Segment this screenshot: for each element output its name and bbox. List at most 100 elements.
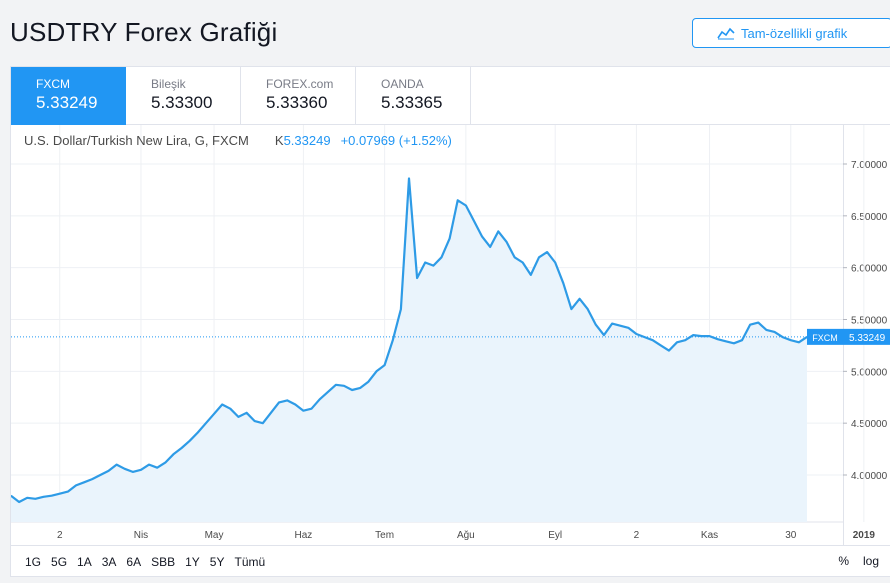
x-tick-label: May: [205, 530, 224, 541]
data-point: [294, 403, 296, 406]
x-tick-label: 2019: [853, 530, 876, 541]
data-point: [708, 335, 711, 337]
x-tick-label: 30: [785, 530, 797, 541]
range-6a[interactable]: 6A: [126, 555, 142, 569]
full-chart-label: Tam-özellikli grafik: [741, 25, 848, 41]
data-point: [562, 282, 564, 284]
data-point: [749, 324, 751, 326]
x-tick-label: 2: [634, 530, 640, 541]
data-point: [416, 277, 418, 279]
tab-bilesik[interactable]: Bileşik 5.33300: [126, 67, 241, 125]
y-tick-label: 4.00000: [851, 471, 888, 482]
y-tick-label: 7.00000: [851, 160, 888, 171]
data-point: [26, 497, 28, 499]
data-point: [635, 333, 638, 335]
data-point: [310, 408, 313, 410]
data-point: [627, 327, 629, 329]
x-tick-label: Haz: [295, 530, 313, 541]
data-point: [140, 469, 142, 471]
tab-oanda[interactable]: OANDA 5.33365: [356, 67, 471, 125]
range-3a[interactable]: 3A: [101, 555, 117, 569]
data-point: [522, 261, 524, 264]
price-chart[interactable]: 7.00000 6.50000 6.00000 5.50000 5.00000 4.500…: [11, 67, 890, 545]
data-point: [75, 484, 77, 486]
data-point: [116, 464, 118, 466]
data-point: [570, 308, 573, 310]
y-tick-label: 5.00000: [851, 367, 888, 378]
data-point: [11, 495, 12, 497]
data-point: [197, 431, 199, 434]
data-point: [546, 251, 548, 253]
data-point: [229, 408, 231, 410]
x-tick-label: Eyl: [548, 530, 562, 541]
tab-value: 5.33300: [151, 93, 213, 112]
chart-widget: FXCM 5.33249 Bileşik 5.33300 FOREX.com 5…: [10, 66, 890, 577]
y-tick-label: 5.50000: [851, 316, 888, 327]
data-point: [717, 338, 719, 340]
data-point: [91, 478, 93, 480]
percent-scale-toggle[interactable]: %: [838, 554, 849, 568]
data-point: [237, 416, 239, 418]
data-point: [449, 238, 451, 240]
price-tag-value: 5.33249: [849, 333, 886, 344]
data-point: [343, 385, 345, 387]
data-point: [172, 453, 174, 455]
data-point: [765, 329, 768, 331]
tab-value: 5.33249: [36, 93, 98, 112]
tab-forex-com[interactable]: FOREX.com 5.33360: [241, 67, 356, 125]
x-tick-label: Kas: [701, 530, 718, 541]
data-point: [473, 220, 475, 222]
data-point: [595, 324, 597, 326]
range-1g[interactable]: 1G: [25, 555, 42, 569]
data-point: [270, 412, 272, 414]
data-point: [424, 261, 426, 264]
range-1a[interactable]: 1A: [77, 555, 92, 569]
data-point: [400, 308, 402, 310]
data-point: [514, 256, 516, 258]
tab-fxcm[interactable]: FXCM 5.33249: [11, 67, 126, 125]
data-point: [660, 344, 662, 346]
range-tumu[interactable]: Tümü: [234, 555, 266, 569]
data-point: [440, 256, 443, 258]
x-tick-label: 2: [57, 530, 63, 541]
data-point: [603, 334, 605, 336]
data-point: [67, 491, 69, 493]
x-tick-label: Nis: [134, 530, 148, 541]
data-point: [367, 381, 369, 383]
data-point: [327, 391, 329, 393]
data-point: [684, 339, 686, 341]
data-point: [51, 495, 53, 497]
price-tag-source-bg: [807, 328, 843, 345]
data-point: [676, 341, 678, 343]
range-sbb[interactable]: SBB: [151, 555, 176, 569]
legend-close-value: 5.33249: [283, 133, 331, 148]
y-tick-label: 6.00000: [851, 264, 888, 275]
full-chart-button[interactable]: Tam-özellikli grafik: [692, 18, 890, 48]
data-point: [156, 467, 158, 469]
data-point: [554, 261, 556, 264]
data-point: [335, 384, 337, 386]
log-scale-toggle[interactable]: log: [862, 554, 879, 568]
data-point: [465, 204, 467, 207]
price-tag-source: FXCM: [812, 333, 838, 343]
range-1y[interactable]: 1Y: [185, 555, 200, 569]
data-point: [481, 236, 483, 238]
range-5y[interactable]: 5Y: [209, 555, 225, 569]
tab-value: 5.33365: [381, 93, 443, 112]
data-point: [798, 341, 800, 343]
data-point: [611, 323, 613, 325]
data-point: [587, 308, 589, 310]
chart-line-icon: [717, 27, 735, 40]
range-5g[interactable]: 5G: [51, 555, 68, 569]
tab-name: FXCM: [36, 77, 70, 91]
data-point: [489, 246, 491, 248]
page-title: USDTRY Forex Grafiği: [10, 17, 278, 47]
data-point: [725, 340, 727, 342]
chart-legend: U.S. Dollar/Turkish New Lira, G, FXCM K …: [24, 133, 452, 148]
data-point: [733, 342, 735, 344]
data-point: [497, 230, 499, 232]
legend-change: +0.07969 (+1.52%): [340, 133, 452, 148]
x-tick-label: Tem: [375, 530, 394, 541]
tab-name: FOREX.com: [266, 77, 334, 91]
data-point: [18, 501, 20, 503]
